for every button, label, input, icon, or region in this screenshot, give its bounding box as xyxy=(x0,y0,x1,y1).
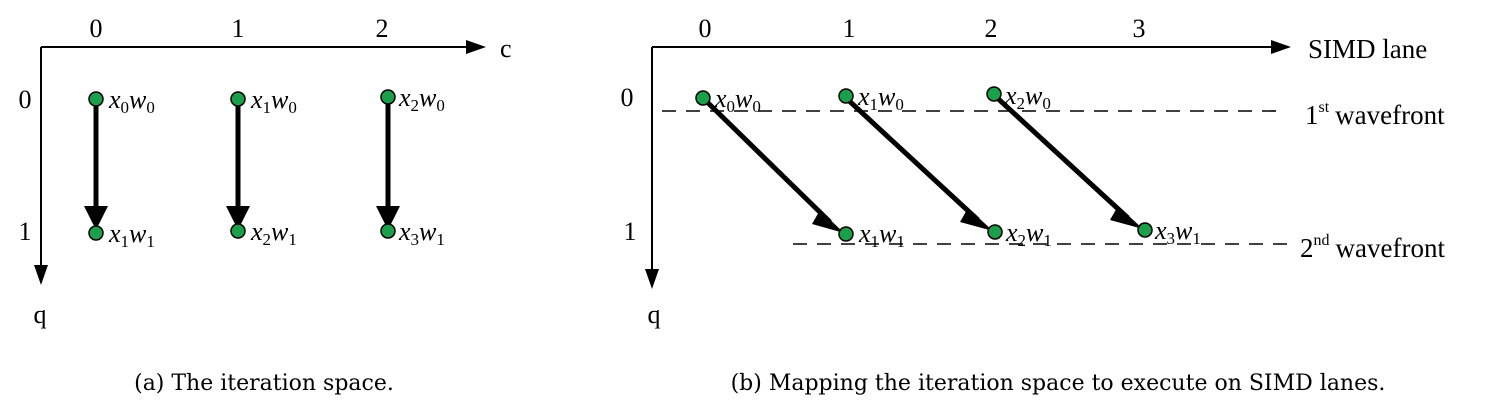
panel-b-node xyxy=(1137,222,1153,238)
panel-b-node-label: x1w0 xyxy=(857,82,904,114)
wavefront-1-label: 1st wavefront xyxy=(1305,99,1445,130)
panel-b-y-axis-label: q xyxy=(648,300,661,329)
panel-a-x-axis-arrowhead xyxy=(466,40,486,54)
panel-a-node xyxy=(230,91,246,107)
panel-b-dependency-arrow xyxy=(992,93,1130,220)
panel-a-node xyxy=(380,223,396,239)
panel-a-node xyxy=(230,223,246,239)
wavefront-2-label: 2nd wavefront xyxy=(1300,232,1445,263)
panel-a-node-label: x0w0 xyxy=(108,85,155,117)
panel-b: SIMD lane q 0 1 2 3 0 1 x0w0 x1w0 xyxy=(621,14,1446,396)
panel-b-col-label: 0 xyxy=(699,14,712,43)
panel-b-caption: (b) Mapping the iteration space to execu… xyxy=(731,371,1386,396)
panel-a-node-label: x3w1 xyxy=(398,217,445,249)
panel-a: c q 0 1 2 0 1 x0w0 x1w0 x2w0 x1w xyxy=(19,14,512,396)
panel-a-node xyxy=(88,91,104,107)
panel-b-col-label: 1 xyxy=(843,14,856,43)
panel-b-row-label: 0 xyxy=(621,83,634,112)
panel-b-col-label: 2 xyxy=(985,14,998,43)
panel-b-node xyxy=(987,224,1003,240)
panel-b-dependency-arrow xyxy=(701,96,832,224)
panel-a-node xyxy=(88,225,104,241)
panel-b-x-axis-label: SIMD lane xyxy=(1308,34,1427,64)
panel-b-col-label: 3 xyxy=(1133,14,1146,43)
panel-a-dependency-arrowhead xyxy=(226,206,250,230)
panel-a-col-label: 0 xyxy=(90,14,103,43)
panel-a-caption: (a) The iteration space. xyxy=(134,371,394,396)
panel-b-dependency-arrowhead xyxy=(812,210,844,233)
panel-b-node xyxy=(838,226,854,242)
panel-b-x-axis-arrowhead xyxy=(1271,40,1291,54)
panel-a-dependency-arrowhead xyxy=(376,206,400,230)
panel-a-x-axis-label: c xyxy=(500,34,512,63)
panel-b-node-label: x0w0 xyxy=(714,84,761,116)
panel-a-col-label: 2 xyxy=(376,14,389,43)
panel-a-col-label: 1 xyxy=(232,14,245,43)
panel-a-node-label: x2w0 xyxy=(398,83,445,115)
panel-b-node-label: x2w0 xyxy=(1004,81,1051,113)
panel-b-dependency-arrow xyxy=(844,96,980,222)
panel-a-node xyxy=(380,89,396,105)
panel-a-y-axis-label: q xyxy=(34,300,47,329)
panel-b-row-label: 1 xyxy=(624,217,637,246)
panel-a-node-label: x1w1 xyxy=(108,219,155,251)
panel-a-node-label: x2w1 xyxy=(250,217,297,249)
panel-b-node xyxy=(695,90,711,106)
panel-a-row-label: 0 xyxy=(19,85,32,114)
panel-b-node xyxy=(838,88,854,104)
panel-b-node-label: x1w1 xyxy=(858,219,905,251)
panel-a-row-label: 1 xyxy=(19,217,32,246)
panel-b-node xyxy=(986,86,1002,102)
panel-a-dependency-arrowhead xyxy=(84,206,108,230)
panel-b-y-axis-arrowhead xyxy=(645,269,659,289)
panel-a-node-label: x1w0 xyxy=(250,85,297,117)
panel-b-dependency-arrowhead xyxy=(960,208,993,231)
panel-b-node-label: x2w1 xyxy=(1005,218,1052,250)
panel-b-node-label: x3w1 xyxy=(1154,216,1201,248)
panel-b-dependency-arrowhead xyxy=(1110,206,1143,229)
panel-a-y-axis-arrowhead xyxy=(34,265,48,285)
